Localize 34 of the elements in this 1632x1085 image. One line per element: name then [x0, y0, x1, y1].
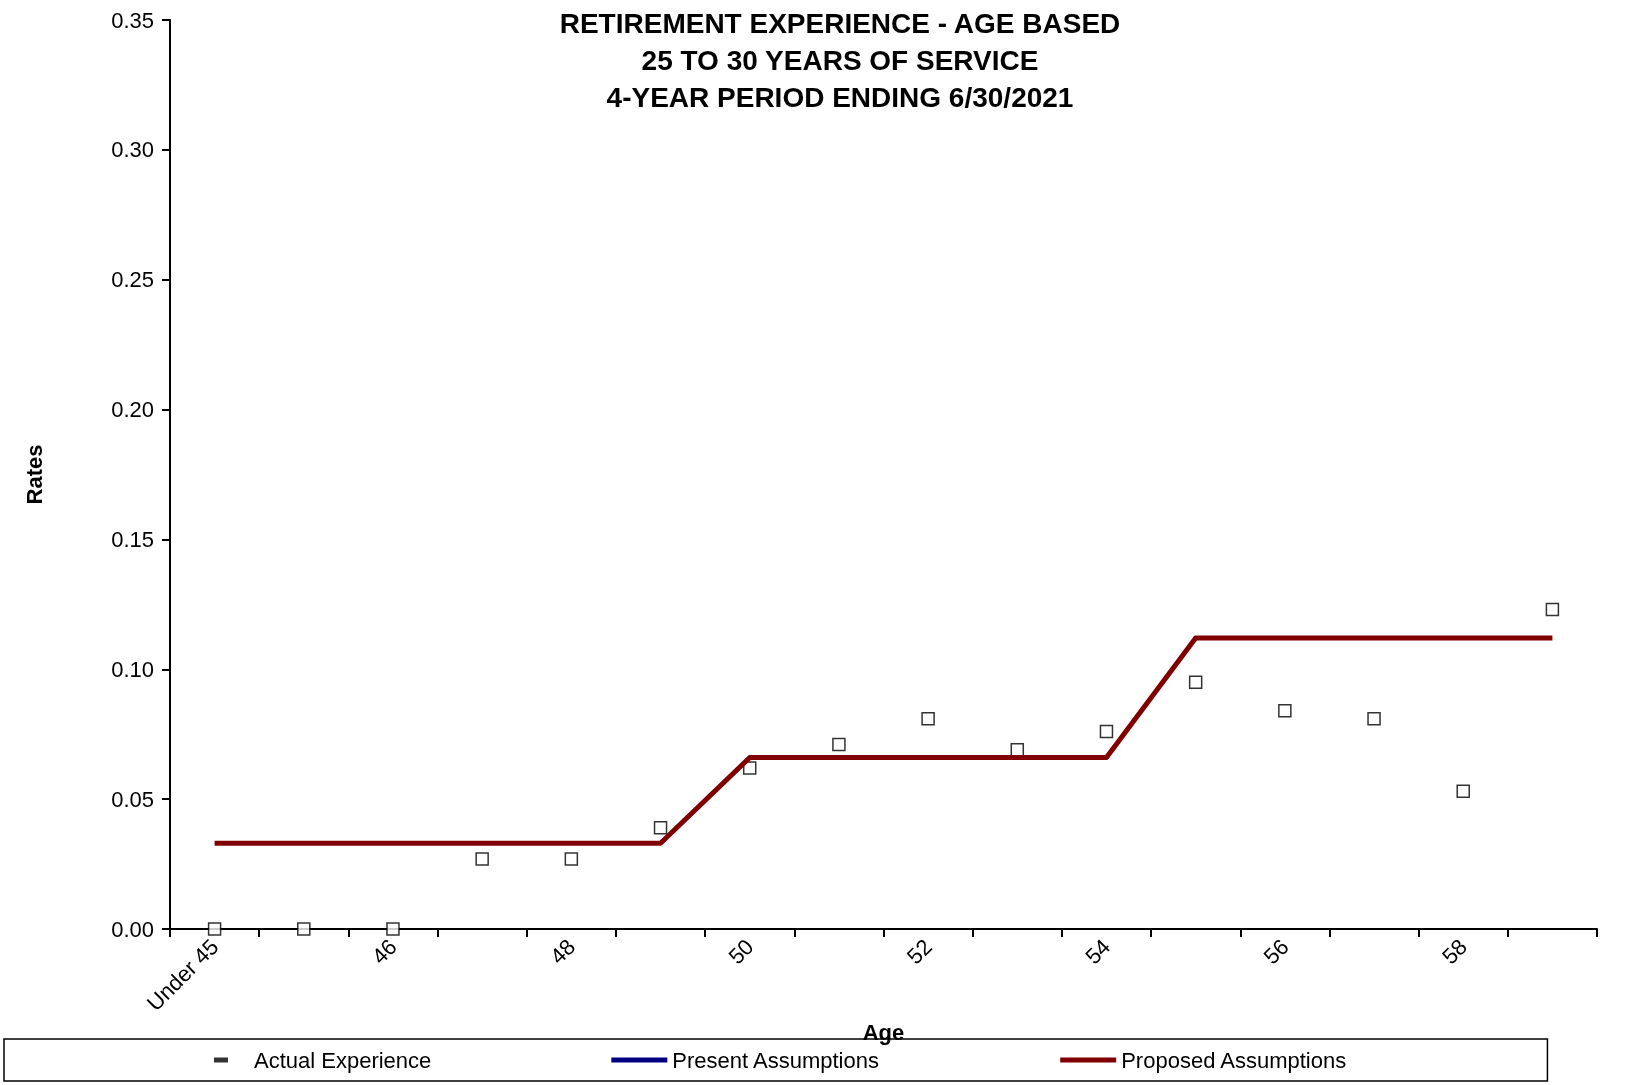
y-tick-label: 0.20: [111, 397, 154, 423]
point: [564, 852, 579, 866]
legend-label: Actual Experience: [254, 1047, 432, 1073]
x-tick-label: 48: [545, 934, 581, 970]
x-tick-label: 50: [723, 934, 759, 970]
point: [1188, 675, 1203, 690]
legend-label: Proposed Assumptions: [1121, 1047, 1347, 1073]
y-tick-label: 0.25: [111, 267, 154, 293]
text: RETIREMENT EXPERIENCE - AGE BASED 25 TO 30 YEARS OF SERVICE 4-YEAR PERIOD ENDING 6/30/2021: [559, 8, 1121, 113]
point: [1545, 602, 1560, 617]
point: [207, 922, 222, 936]
y-tick-label: 0.00: [111, 916, 154, 942]
point: [1456, 784, 1470, 799]
y-tick-label: 0.05: [111, 786, 154, 812]
point: [1099, 724, 1114, 739]
x-tick-label: 52: [901, 934, 937, 970]
point: [386, 922, 400, 936]
y-tick-label: 0.10: [111, 656, 154, 682]
x-tick-label: 54: [1080, 934, 1116, 970]
point: [297, 922, 311, 936]
point: [832, 737, 846, 752]
x-tick-label: 46: [366, 934, 402, 970]
point: [921, 711, 935, 726]
y-tick-label: 0.15: [111, 526, 154, 552]
point: [1367, 711, 1381, 726]
point: [653, 820, 668, 835]
x-tick-label: 58: [1437, 934, 1473, 970]
point: [1278, 704, 1292, 718]
y-tick-label: 0.35: [111, 7, 154, 33]
legend-label: Present Assumptions: [672, 1047, 879, 1073]
x-tick-label: 56: [1258, 934, 1294, 970]
point: [475, 852, 489, 866]
y-axis-title: Rates: [21, 444, 47, 505]
y-tick-label: 0.30: [111, 137, 154, 163]
